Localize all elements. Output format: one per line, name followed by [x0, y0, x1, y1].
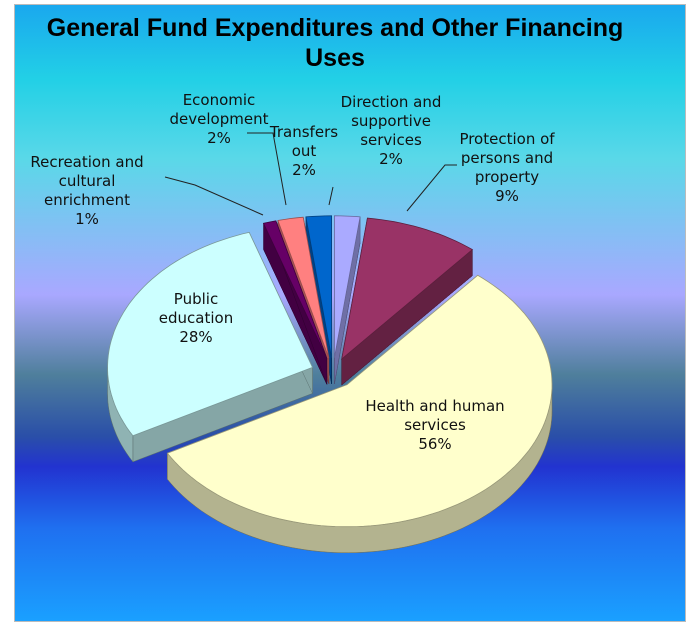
slice [107, 231, 314, 437]
slice [341, 217, 474, 361]
leader-line [406, 164, 457, 212]
slice-label: Protection of persons and property 9% [437, 130, 577, 206]
category-label: Health and human services [365, 397, 505, 434]
slice-label: Health and human services 56% [350, 397, 520, 454]
slices [107, 215, 553, 553]
category-label: Direction and supportive services [340, 93, 442, 149]
leader-line [164, 176, 264, 216]
slice [277, 216, 330, 359]
slice-label: Transfers out 2% [264, 123, 344, 180]
category-label: Recreation and cultural enrichment [30, 153, 144, 209]
leader-line [247, 132, 287, 206]
leader-line [328, 186, 334, 206]
slice-label: Recreation and cultural enrichment 1% [17, 153, 157, 229]
slice-label: Economic development 2% [164, 91, 274, 148]
slice [305, 215, 332, 358]
category-label: Public education [158, 290, 234, 327]
value-label: 2% [379, 150, 403, 168]
slice [334, 215, 361, 358]
slice-label: Direction and supportive services 2% [326, 93, 456, 169]
category-label: Economic development [169, 91, 269, 128]
value-label: 1% [75, 210, 99, 228]
category-label: Protection of persons and property [459, 130, 555, 186]
slice [166, 274, 553, 528]
chart-title: General Fund Expenditures and Other Fina… [46, 14, 624, 72]
chart: General Fund Expenditures and Other Fina… [14, 4, 686, 622]
slice [262, 220, 328, 359]
category-label: Transfers out [269, 123, 339, 160]
value-label: 28% [179, 328, 213, 346]
value-label: 56% [418, 435, 452, 453]
pie-plot [107, 132, 553, 553]
value-label: 2% [292, 161, 316, 179]
slice-label: Public education 28% [136, 290, 256, 347]
leader-lines [164, 132, 457, 216]
value-label: 2% [207, 129, 231, 147]
value-label: 9% [495, 187, 519, 205]
